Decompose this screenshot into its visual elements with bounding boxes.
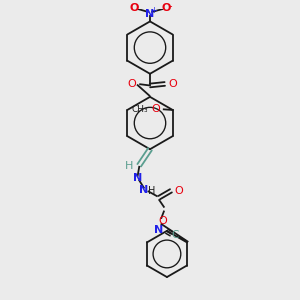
Text: N: N: [146, 9, 154, 19]
Text: O: O: [158, 216, 167, 226]
Text: O: O: [130, 3, 139, 13]
Text: N: N: [139, 185, 148, 195]
Text: H: H: [148, 185, 155, 196]
Text: N: N: [154, 225, 163, 235]
Text: +: +: [150, 6, 157, 15]
Text: O: O: [174, 186, 183, 196]
Text: -: -: [169, 1, 172, 11]
Text: O: O: [128, 79, 136, 89]
Text: C: C: [171, 230, 178, 240]
Text: O: O: [151, 104, 160, 114]
Text: H: H: [125, 161, 134, 171]
Text: O: O: [169, 79, 178, 89]
Text: O: O: [161, 3, 171, 13]
Text: N: N: [133, 173, 142, 183]
Text: CH₃: CH₃: [131, 105, 148, 114]
